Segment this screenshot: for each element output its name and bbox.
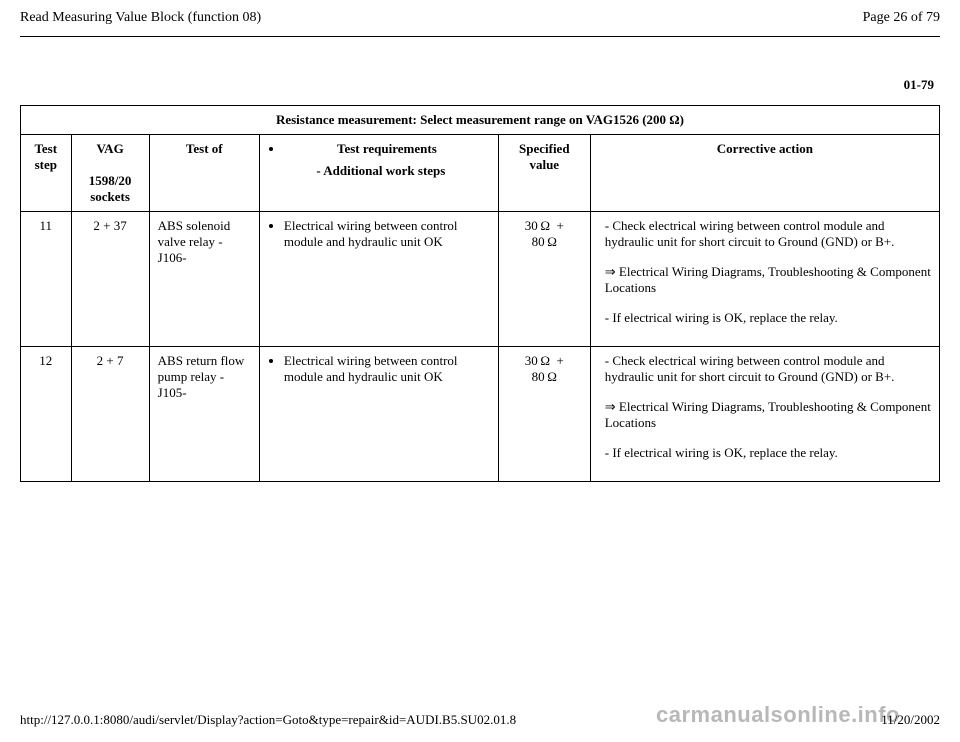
col-header-step: Test step	[21, 135, 72, 212]
cell-req: Electrical wiring between control module…	[259, 212, 498, 347]
cell-corrective: - Check electrical wiring between contro…	[590, 212, 939, 347]
req-additional-label: - Additional work steps	[272, 163, 490, 179]
col-header-corrective: Corrective action	[590, 135, 939, 212]
measurement-table: Resistance measurement: Select measureme…	[20, 105, 940, 482]
spec-bot: 80 Ω	[532, 369, 557, 384]
cell-testof: ABS solenoid valve relay -J106-	[149, 212, 259, 347]
col-header-req: Test requirements - Additional work step…	[259, 135, 498, 212]
page-header: Read Measuring Value Block (function 08)…	[20, 10, 940, 30]
col-header-vag: VAG 1598/20 sockets	[71, 135, 149, 212]
table-row: 12 2 + 7 ABS return flow pump relay -J10…	[21, 347, 940, 482]
corr-line1: - Check electrical wiring between contro…	[605, 218, 931, 250]
col-header-spec: Specified value	[498, 135, 590, 212]
cell-testof: ABS return flow pump relay -J105-	[149, 347, 259, 482]
footer-date: 11/20/2002	[881, 712, 940, 728]
cell-step: 12	[21, 347, 72, 482]
table-header-row: Test step VAG 1598/20 sockets Test of Te…	[21, 135, 940, 212]
cell-vag: 2 + 37	[71, 212, 149, 347]
section-number: 01-79	[20, 37, 940, 105]
page-footer: http://127.0.0.1:8080/audi/servlet/Displ…	[20, 712, 940, 728]
req-bullet-label: Test requirements	[284, 141, 490, 157]
spec-top: 30 Ω +	[525, 218, 564, 233]
cell-req: Electrical wiring between control module…	[259, 347, 498, 482]
corr-line2: Electrical Wiring Diagrams, Troubleshoot…	[605, 399, 931, 431]
corr-line3: - If electrical wiring is OK, replace th…	[605, 445, 931, 461]
table-row: 11 2 + 37 ABS solenoid valve relay -J106…	[21, 212, 940, 347]
cell-step: 11	[21, 212, 72, 347]
vag-top: VAG	[96, 141, 123, 156]
corr-line1: - Check electrical wiring between contro…	[605, 353, 931, 385]
vag-bot: 1598/20 sockets	[89, 173, 132, 204]
table-title: Resistance measurement: Select measureme…	[21, 106, 940, 135]
cell-corrective: - Check electrical wiring between contro…	[590, 347, 939, 482]
req-item: Electrical wiring between control module…	[284, 353, 490, 385]
cell-spec: 30 Ω + 80 Ω	[498, 212, 590, 347]
spec-top: 30 Ω +	[525, 353, 564, 368]
req-item: Electrical wiring between control module…	[284, 218, 490, 250]
spec-bot: 80 Ω	[532, 234, 557, 249]
page-number: Page 26 of 79	[863, 10, 940, 26]
corr-line2: Electrical Wiring Diagrams, Troubleshoot…	[605, 264, 931, 296]
cell-vag: 2 + 7	[71, 347, 149, 482]
footer-url: http://127.0.0.1:8080/audi/servlet/Displ…	[20, 712, 516, 728]
doc-title: Read Measuring Value Block (function 08)	[20, 10, 261, 26]
cell-spec: 30 Ω + 80 Ω	[498, 347, 590, 482]
col-header-testof: Test of	[149, 135, 259, 212]
corr-line3: - If electrical wiring is OK, replace th…	[605, 310, 931, 326]
